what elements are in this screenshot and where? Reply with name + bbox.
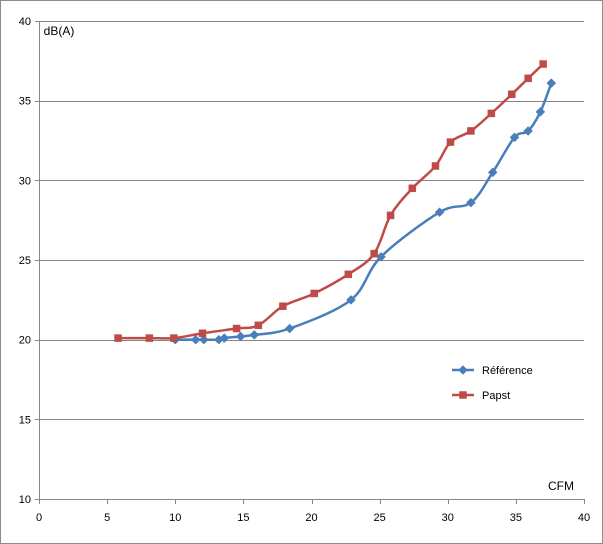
x-tick-label: 15 (237, 512, 249, 524)
data-point (386, 211, 395, 220)
data-point (524, 74, 532, 83)
y-tick-label: 10 (19, 494, 31, 506)
data-point (431, 162, 440, 170)
data-point (284, 323, 295, 334)
axes-layer (35, 21, 585, 504)
data-point (114, 334, 122, 342)
legend-label: Référence (482, 365, 533, 377)
data-point (446, 138, 455, 146)
data-point (235, 331, 246, 342)
x-tick-label: 30 (442, 512, 454, 524)
legend-marker (458, 365, 468, 375)
series-layer (114, 60, 557, 345)
legend-marker (459, 391, 467, 399)
grid-layer (39, 21, 584, 420)
x-tick-label: 10 (169, 512, 181, 524)
x-axis-title: CFM (548, 479, 574, 493)
x-tick-label: 40 (578, 512, 590, 524)
data-point (370, 249, 378, 258)
data-point (346, 294, 356, 305)
y-tick-label: 25 (19, 255, 31, 267)
series-line (174, 81, 553, 342)
data-point (249, 330, 260, 340)
data-point (232, 324, 241, 333)
x-tick-label: 0 (36, 512, 42, 524)
data-point (199, 334, 209, 345)
x-tick-label: 20 (305, 512, 317, 524)
data-point (509, 132, 520, 143)
data-point (219, 333, 230, 343)
data-point (546, 78, 557, 88)
data-point (535, 106, 546, 117)
data-point (190, 334, 201, 345)
data-point (467, 127, 475, 135)
y-tick-label: 30 (19, 175, 31, 187)
data-point (487, 167, 498, 178)
legend-label: Papst (482, 390, 510, 402)
data-point (376, 251, 386, 262)
data-point (434, 207, 445, 218)
y-tick-label: 35 (19, 96, 31, 108)
data-point (170, 334, 178, 342)
series-line (116, 62, 545, 340)
data-point (310, 289, 318, 298)
data-point (279, 302, 287, 310)
y-tick-label: 15 (19, 414, 31, 426)
data-point (539, 60, 547, 68)
series-papst (114, 60, 547, 342)
x-tick-label: 5 (104, 512, 110, 524)
legend: Référence Papst (452, 365, 533, 402)
data-point (487, 109, 496, 118)
data-point (523, 126, 533, 136)
y-axis-title: dB(A) (44, 24, 75, 38)
tick-labels: 10 15 20 25 30 35 40 0 5 10 15 20 25 30 35 40 (19, 16, 590, 524)
legend-entry: Papst (452, 390, 510, 402)
x-tick-label: 25 (374, 512, 386, 524)
data-point (254, 321, 263, 330)
y-tick-label: 20 (19, 335, 31, 347)
legend-entry: Référence (452, 365, 533, 377)
data-point (145, 334, 154, 342)
x-tick-label: 35 (510, 512, 522, 524)
data-point (408, 184, 417, 193)
data-point (508, 90, 516, 99)
y-tick-label: 40 (19, 16, 31, 28)
data-point (198, 329, 207, 338)
series-reference (170, 78, 557, 345)
data-point (344, 270, 353, 279)
data-point (466, 197, 476, 208)
